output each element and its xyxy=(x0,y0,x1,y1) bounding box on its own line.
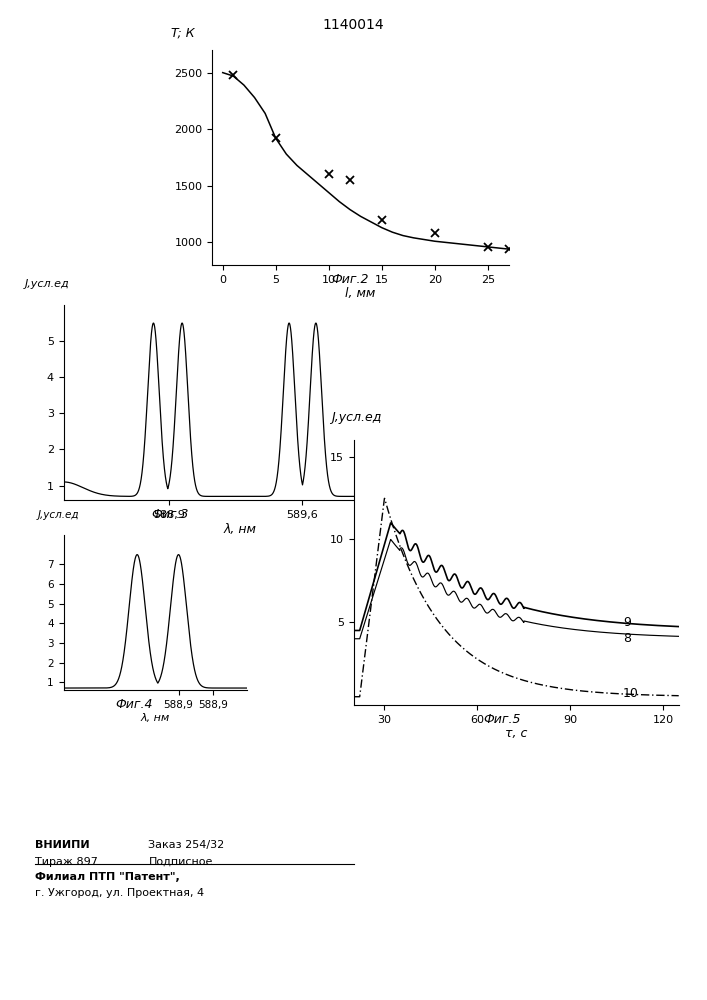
Text: Фиг.4: Фиг.4 xyxy=(115,698,153,711)
Text: J,усл.ед: J,усл.ед xyxy=(331,411,381,424)
Text: T; К: T; К xyxy=(170,26,194,39)
Text: Заказ 254/32: Заказ 254/32 xyxy=(148,840,225,850)
X-axis label: τ, с: τ, с xyxy=(505,728,527,740)
X-axis label: l, мм: l, мм xyxy=(346,288,375,300)
Text: 9: 9 xyxy=(623,616,631,629)
Text: J,усл.ед: J,усл.ед xyxy=(38,510,79,520)
Text: 8: 8 xyxy=(623,632,631,645)
X-axis label: λ, нм: λ, нм xyxy=(224,522,257,536)
Text: Фиг.3: Фиг.3 xyxy=(151,508,189,521)
Text: г. Ужгород, ул. Проектная, 4: г. Ужгород, ул. Проектная, 4 xyxy=(35,888,204,898)
Text: 1140014: 1140014 xyxy=(322,18,385,32)
Text: Фиг.5: Фиг.5 xyxy=(483,713,521,726)
Text: 10: 10 xyxy=(623,687,639,700)
Text: Фиг.2: Фиг.2 xyxy=(331,273,369,286)
Text: J,усл.ед: J,усл.ед xyxy=(25,279,69,289)
Text: Подписное: Подписное xyxy=(148,857,213,867)
X-axis label: λ, нм: λ, нм xyxy=(141,712,170,722)
Text: Тираж 897: Тираж 897 xyxy=(35,857,98,867)
Text: ВНИИПИ: ВНИИПИ xyxy=(35,840,90,850)
Text: Филиал ПТП "Патент",: Филиал ПТП "Патент", xyxy=(35,872,180,882)
